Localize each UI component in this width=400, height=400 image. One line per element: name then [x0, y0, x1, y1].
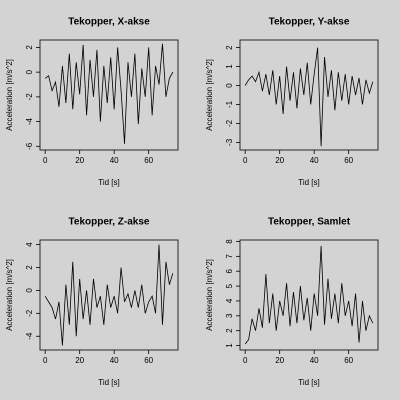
y-tick-label: -3 — [225, 138, 234, 146]
panel: Tekopper, X-akse 0 20 40 60 -6 -4 -2 0 2 Tid [s] Ac… — [5, 17, 179, 187]
panel: Tekopper, Y-akse 0 20 40 60 -3 -2 -1 0 1 2 Tid [s] A… — [205, 17, 379, 187]
y-tick-label: 0 — [225, 83, 234, 88]
y-tick-label: 2 — [25, 45, 34, 50]
x-tick-label: 40 — [310, 156, 319, 165]
x-tick-label: 40 — [110, 156, 119, 165]
data-line — [244, 245, 374, 345]
panel: Tekopper, Samlet 0 20 40 60 1 2 3 4 5 6 7 8 Tid [s] Ac… — [205, 217, 379, 387]
y-tick-label: 4 — [225, 298, 234, 303]
y-tick-label: 3 — [225, 313, 234, 318]
plot-box — [239, 39, 379, 151]
x-axis-label: Tid [s] — [98, 378, 119, 387]
y-tick-label: -6 — [25, 142, 34, 150]
y-tick-label: 1 — [225, 343, 234, 348]
y-tick-label: 4 — [25, 242, 34, 247]
y-tick-label: -2 — [225, 119, 234, 127]
x-axis-label: Tid [s] — [98, 178, 119, 187]
x-tick-label: 20 — [275, 356, 284, 365]
plot-box — [39, 239, 179, 351]
panel: Tekopper, Z-akse 0 20 40 60 -4 -2 0 2 4 Tid [s] Acc… — [5, 217, 179, 387]
y-tick-label: 5 — [225, 283, 234, 288]
y-tick-label: 8 — [225, 239, 234, 244]
x-tick-label: 20 — [275, 156, 284, 165]
y-tick-label: 2 — [25, 265, 34, 270]
y-tick-label: 7 — [225, 254, 234, 259]
x-tick-label: 0 — [43, 356, 48, 365]
data-line — [44, 244, 174, 346]
y-tick-label: 1 — [225, 64, 234, 69]
x-tick-label: 0 — [243, 156, 248, 165]
x-tick-label: 20 — [75, 156, 84, 165]
data-line — [44, 43, 174, 144]
y-axis-label: Acceleration [m/s^2] — [205, 259, 214, 331]
y-axis-label: Acceleration [m/s^2] — [5, 59, 14, 131]
y-axis-label: Acceleration [m/s^2] — [205, 59, 214, 131]
y-tick-label: 6 — [225, 268, 234, 273]
x-tick-label: 60 — [344, 356, 353, 365]
y-tick-label: 0 — [25, 69, 34, 74]
panel-title: Tekopper, Samlet — [268, 217, 351, 228]
x-tick-label: 60 — [344, 156, 353, 165]
y-tick-label: -4 — [25, 332, 34, 340]
panel-title: Tekopper, X-akse — [68, 17, 150, 28]
x-tick-label: 60 — [144, 156, 153, 165]
x-tick-label: 0 — [43, 156, 48, 165]
plot-box — [239, 239, 379, 351]
y-tick-label: -1 — [225, 100, 234, 108]
x-tick-label: 20 — [75, 356, 84, 365]
x-tick-label: 40 — [310, 356, 319, 365]
y-tick-label: 2 — [225, 45, 234, 50]
y-tick-label: -2 — [25, 309, 34, 317]
x-axis-label: Tid [s] — [298, 178, 319, 187]
plot-box — [39, 39, 179, 151]
y-tick-label: -2 — [25, 93, 34, 101]
x-tick-label: 0 — [243, 356, 248, 365]
panel-title: Tekopper, Y-akse — [269, 17, 350, 28]
x-tick-label: 40 — [110, 356, 119, 365]
y-tick-label: -4 — [25, 117, 34, 125]
y-axis-label: Acceleration [m/s^2] — [5, 259, 14, 331]
x-tick-label: 60 — [144, 356, 153, 365]
y-tick-label: 2 — [225, 328, 234, 333]
y-tick-label: 0 — [25, 288, 34, 293]
x-axis-label: Tid [s] — [298, 378, 319, 387]
data-line — [244, 47, 374, 147]
panel-title: Tekopper, Z-akse — [69, 217, 150, 228]
